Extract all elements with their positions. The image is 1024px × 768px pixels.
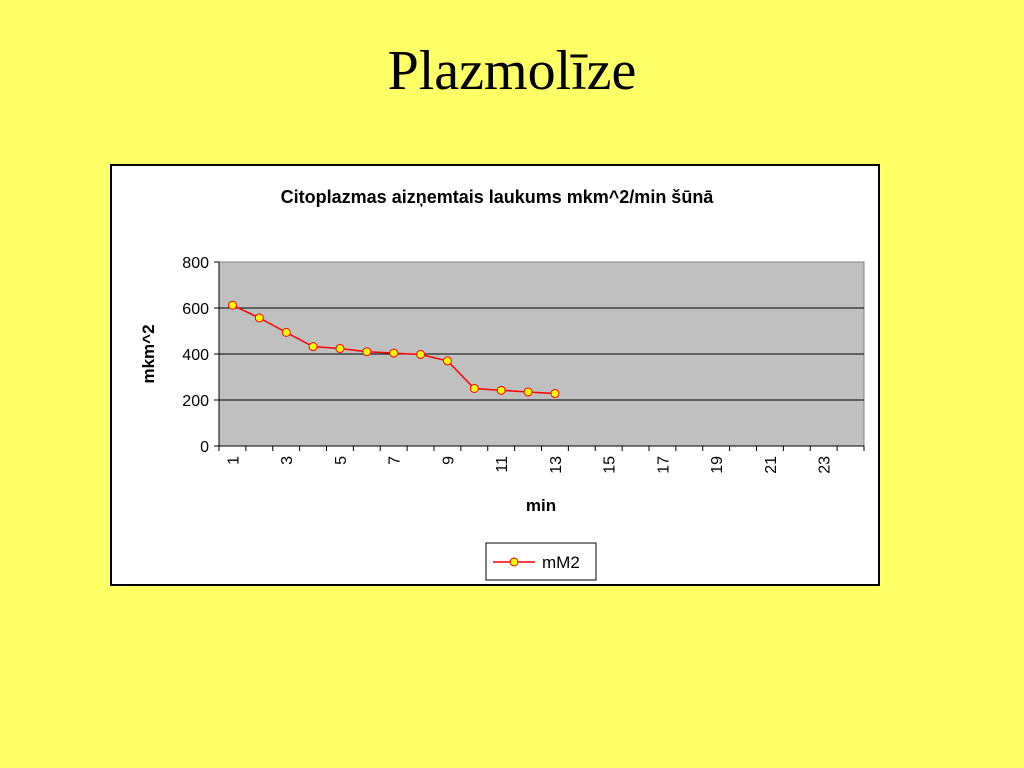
y-tick-label: 0	[200, 439, 209, 456]
chart-container: Citoplazmas aizņemtais laukums mkm^2/min…	[110, 164, 880, 586]
series-group	[227, 300, 560, 399]
x-tick-label: 9	[440, 456, 457, 465]
x-tick-label: 13	[548, 456, 565, 474]
legend-marker-swatch	[509, 557, 519, 567]
x-tick-label: 11	[494, 456, 511, 473]
x-axis-label: min	[526, 496, 556, 515]
slide-title: Plazmolīze	[387, 40, 637, 102]
data-point	[362, 347, 372, 357]
data-point	[227, 300, 237, 310]
legend-label: mM2	[542, 553, 580, 572]
x-tick-label: 21	[763, 456, 780, 474]
legend: mM2	[485, 542, 597, 581]
data-point	[416, 349, 426, 359]
x-tick-label: 17	[655, 456, 672, 474]
data-point	[469, 384, 479, 393]
y-tick-label: 200	[182, 393, 209, 410]
data-point	[442, 356, 452, 366]
data-point	[335, 343, 345, 353]
chart-title: Citoplazmas aizņemtais laukums mkm^2/min…	[281, 187, 715, 207]
y-tick-label: 400	[182, 347, 209, 364]
y-axis-ticks: 0 200 400 600 800	[182, 255, 219, 456]
x-tick-label: 3	[279, 456, 296, 465]
y-tick-label: 800	[182, 255, 209, 272]
y-tick-label: 600	[182, 301, 209, 318]
gridlines	[219, 307, 864, 401]
x-tick-label: 23	[817, 456, 834, 474]
data-point	[523, 387, 533, 397]
data-point	[308, 342, 318, 352]
line-chart: Citoplazmas aizņemtais laukums mkm^2/min…	[139, 187, 865, 581]
data-point	[496, 385, 506, 395]
x-tick-label: 1	[225, 456, 242, 465]
y-axis-label: mkm^2	[139, 324, 158, 383]
data-point	[550, 389, 560, 399]
x-tick-label: 15	[602, 456, 619, 474]
data-point	[281, 327, 291, 337]
x-tick-label: 7	[387, 456, 404, 465]
x-tick-label: 19	[709, 456, 726, 474]
x-tick-label: 5	[333, 456, 350, 465]
data-point	[389, 348, 399, 358]
x-axis-ticks: 1 3 5 7 9 11 13 15 17 19 21 23	[218, 446, 865, 474]
data-point	[254, 313, 264, 323]
